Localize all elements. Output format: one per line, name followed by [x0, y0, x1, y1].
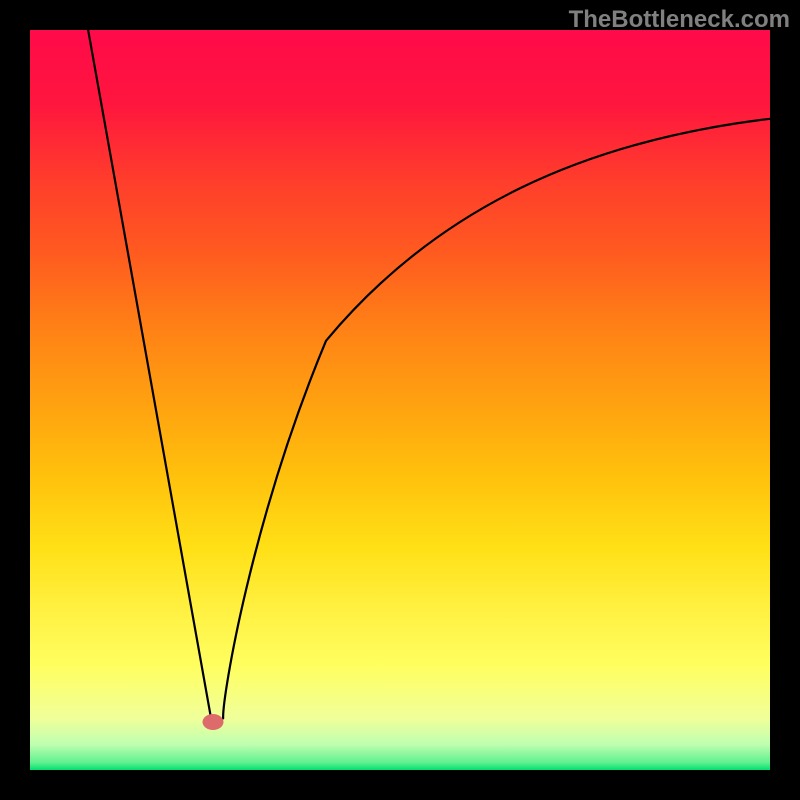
chart-svg	[30, 30, 770, 770]
minimum-marker	[202, 714, 223, 730]
plot-area	[30, 30, 770, 770]
chart-container: TheBottleneck.com	[0, 0, 800, 800]
bottleneck-curve-path	[86, 30, 771, 722]
watermark-text: TheBottleneck.com	[569, 6, 790, 34]
